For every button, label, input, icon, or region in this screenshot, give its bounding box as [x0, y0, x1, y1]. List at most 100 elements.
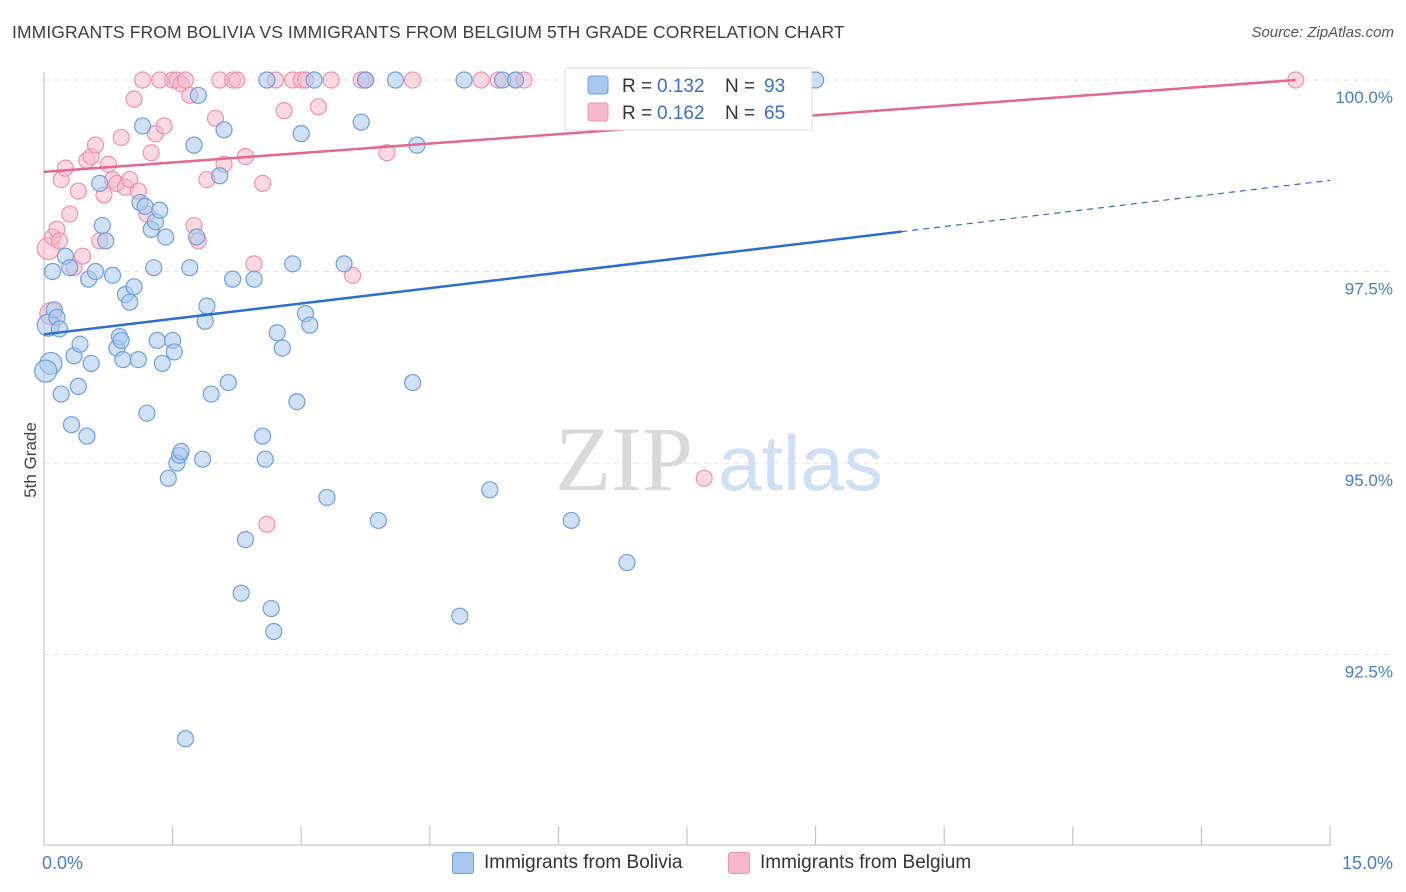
bolivia-point-34: [145, 259, 163, 277]
legend-n-label-belgium: N =: [725, 103, 755, 124]
bolivia-point-19: [97, 232, 115, 250]
bolivia-point-31: [136, 197, 154, 215]
y-tick-label-1: 97.5%: [1345, 280, 1393, 299]
bolivia-point-70: [288, 393, 306, 411]
bolivia-point-8: [61, 259, 79, 277]
belgium-point-33: [176, 71, 195, 89]
series-label-belgium: Immigrants from Belgium: [760, 852, 972, 873]
bolivia-point-69: [284, 255, 302, 273]
bolivia-point-42: [165, 343, 183, 361]
belgium-point-42: [228, 71, 246, 89]
legend-n-value-bolivia: 93: [764, 76, 785, 97]
bolivia-point-39: [157, 228, 175, 246]
bolivia-point-71: [292, 125, 310, 143]
bolivia-point-16: [86, 262, 105, 281]
belgium-point-54: [344, 266, 362, 284]
belgium-point-13: [86, 136, 105, 154]
bolivia-point-87: [506, 71, 525, 89]
bolivia-point-20: [103, 266, 122, 284]
bolivia-point-32: [138, 404, 156, 422]
bolivia-point-54: [202, 385, 220, 403]
series-swatch-belgium: [728, 852, 750, 874]
watermark-zip: ZIP: [555, 408, 693, 510]
bolivia-point-24: [114, 350, 132, 369]
bolivia-point-28: [129, 350, 147, 369]
belgium-point-48: [275, 102, 293, 120]
bolivia-point-17: [91, 174, 109, 193]
bolivia-point-15: [82, 354, 100, 373]
belgium-point-26: [142, 144, 160, 162]
gridlines: [44, 79, 1393, 655]
belgium-point-21: [121, 170, 139, 189]
bolivia-point-58: [224, 270, 242, 288]
bolivia-point-38: [153, 354, 171, 373]
belgium-point-57: [378, 144, 396, 162]
bolivia-point-23: [112, 331, 130, 350]
legend-n-value-belgium: 65: [764, 103, 785, 124]
bolivia-point-36: [148, 331, 166, 350]
x-axis-ticks: [43, 826, 1331, 845]
bolivia-point-30: [133, 117, 152, 135]
belgium-point-44: [245, 255, 263, 273]
series-legend-belgium: Immigrants from Belgium: [728, 852, 971, 874]
bolivia-point-83: [451, 607, 469, 625]
bolivia-point-74: [305, 71, 323, 89]
y-tick-label-2: 95.0%: [1345, 471, 1393, 490]
belgium-point-59: [472, 71, 490, 89]
y-tick-label-3: 92.5%: [1345, 663, 1393, 682]
y-axis-label: 5th Grade: [21, 422, 40, 498]
y-tick-label-0: 100.0%: [1335, 88, 1393, 107]
series-legend-bolivia: Immigrants from Bolivia: [452, 852, 683, 874]
bolivia-point-53: [198, 297, 216, 315]
belgium-point-45: [254, 174, 272, 193]
belgium-point-22: [125, 90, 143, 108]
bolivia-point-12: [71, 335, 89, 353]
bolivia-point-6: [52, 385, 70, 403]
legend-swatch-bolivia: [587, 75, 609, 95]
legend-r-label-belgium: R =: [622, 103, 652, 124]
x-tick-label-min: 0.0%: [42, 853, 83, 873]
legend-swatch-belgium: [587, 102, 609, 122]
legend-r-value-bolivia: 0.132: [657, 76, 705, 97]
belgium-point-53: [322, 71, 340, 89]
bolivia-point-78: [356, 71, 375, 89]
belgium-point-58: [404, 71, 422, 89]
x-tick-label-max: 15.0%: [1342, 853, 1393, 873]
bolivia-point-51: [194, 450, 212, 468]
bolivia-point-56: [215, 121, 233, 139]
belgium-point-9: [69, 182, 87, 200]
bolivia-point-64: [258, 71, 276, 89]
series-swatch-bolivia: [452, 852, 474, 874]
bolivia-point-61: [245, 270, 263, 288]
bolivia-point-63: [256, 450, 274, 468]
bolivia-trendline: [43, 230, 902, 336]
bolivia-point-59: [236, 530, 255, 549]
bolivia-point-60: [232, 584, 250, 602]
legend-n-label-bolivia: N =: [725, 76, 755, 97]
bolivia-point-73: [301, 316, 319, 334]
bolivia-trendline-extension: [901, 179, 1331, 233]
watermark-atlas: atlas: [718, 419, 883, 507]
bolivia-point-9: [62, 416, 81, 434]
belgium-point-24: [133, 71, 152, 89]
bolivia-point-18: [93, 216, 111, 235]
belgium-point-52: [309, 98, 327, 116]
belgium-point-38: [206, 109, 225, 127]
bolivia-point-2: [43, 262, 62, 281]
bolivia-point-27: [125, 278, 143, 296]
bolivia-point-67: [268, 324, 286, 342]
series-legend: Immigrants from Bolivia Immigrants from …: [0, 850, 1406, 880]
bolivia-point-13: [78, 427, 96, 445]
bolivia-point-66: [265, 622, 283, 641]
belgium-point-6: [56, 159, 75, 177]
series-label-bolivia: Immigrants from Bolivia: [484, 852, 683, 873]
bolivia-points: [34, 71, 825, 748]
y-axis-tick-labels: 100.0% 97.5% 95.0% 92.5%: [1335, 88, 1393, 682]
bolivia-point-49: [188, 228, 206, 246]
legend-r-label-bolivia: R =: [622, 76, 652, 97]
bolivia-point-37: [151, 201, 169, 219]
bolivia-point-48: [185, 136, 203, 154]
bolivia-point-46: [176, 730, 195, 748]
bolivia-point-92: [34, 359, 58, 383]
correlation-legend: R = 0.132 N = 93 R = 0.162 N = 65: [564, 67, 813, 131]
